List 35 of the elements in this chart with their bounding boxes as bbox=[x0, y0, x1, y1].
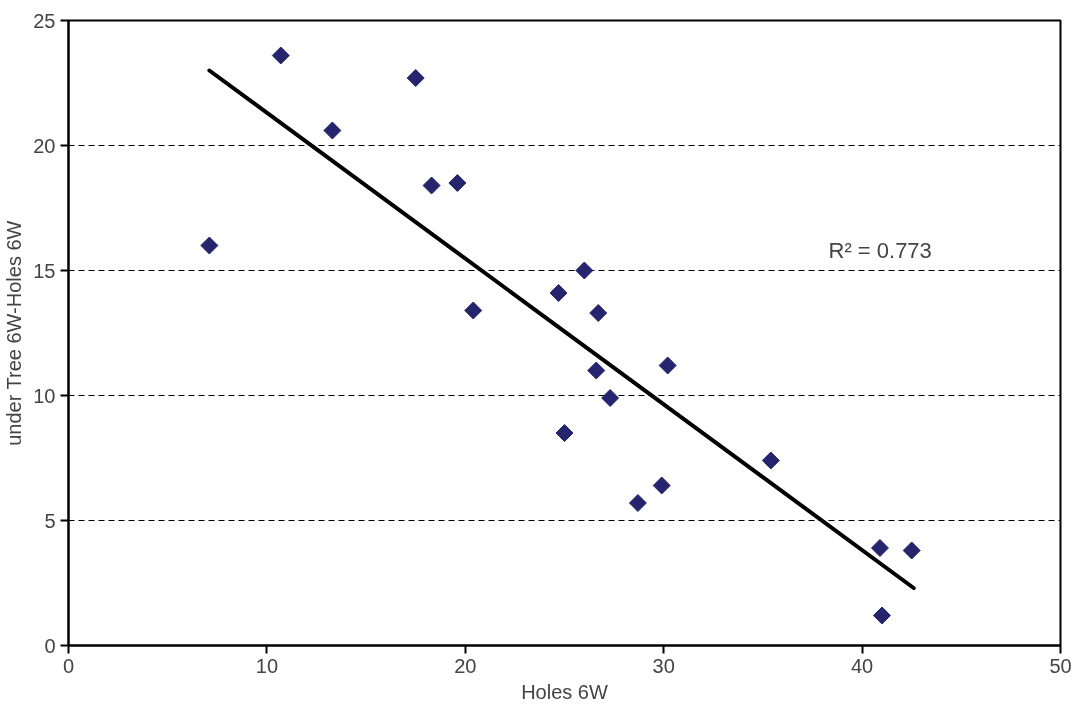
y-tick-label: 20 bbox=[33, 134, 56, 157]
x-tick-label: 30 bbox=[652, 654, 675, 677]
point bbox=[902, 541, 921, 560]
point bbox=[587, 361, 606, 380]
x-axis-title: Holes 6W bbox=[521, 680, 608, 703]
y-tick-label: 15 bbox=[33, 259, 56, 282]
point bbox=[589, 304, 608, 322]
point bbox=[870, 539, 889, 557]
x-tick-label: 20 bbox=[454, 654, 477, 677]
y-tick-label: 5 bbox=[44, 509, 56, 532]
point bbox=[422, 176, 441, 195]
point bbox=[323, 121, 342, 140]
point bbox=[652, 476, 671, 495]
y-tick-label: 10 bbox=[33, 384, 56, 407]
point bbox=[406, 69, 425, 87]
y-tick-label: 25 bbox=[33, 9, 56, 32]
x-tick-label: 40 bbox=[850, 654, 874, 677]
y-tick-label: 0 bbox=[44, 634, 56, 657]
point bbox=[575, 261, 594, 280]
x-tick-label: 50 bbox=[1049, 654, 1072, 677]
point bbox=[464, 301, 483, 320]
point bbox=[872, 606, 891, 625]
point bbox=[549, 284, 568, 302]
point bbox=[628, 494, 647, 512]
point bbox=[658, 356, 677, 375]
x-tick-label: 0 bbox=[62, 654, 75, 677]
point bbox=[555, 424, 574, 442]
y-axis-title: under Tree 6W-Holes 6W bbox=[3, 220, 26, 446]
point bbox=[448, 174, 467, 192]
x-tick-label: 10 bbox=[255, 654, 279, 677]
point bbox=[271, 46, 290, 65]
point bbox=[200, 236, 219, 255]
annotation: R² = 0.773 bbox=[828, 238, 932, 263]
point bbox=[761, 451, 780, 470]
point bbox=[601, 389, 620, 407]
